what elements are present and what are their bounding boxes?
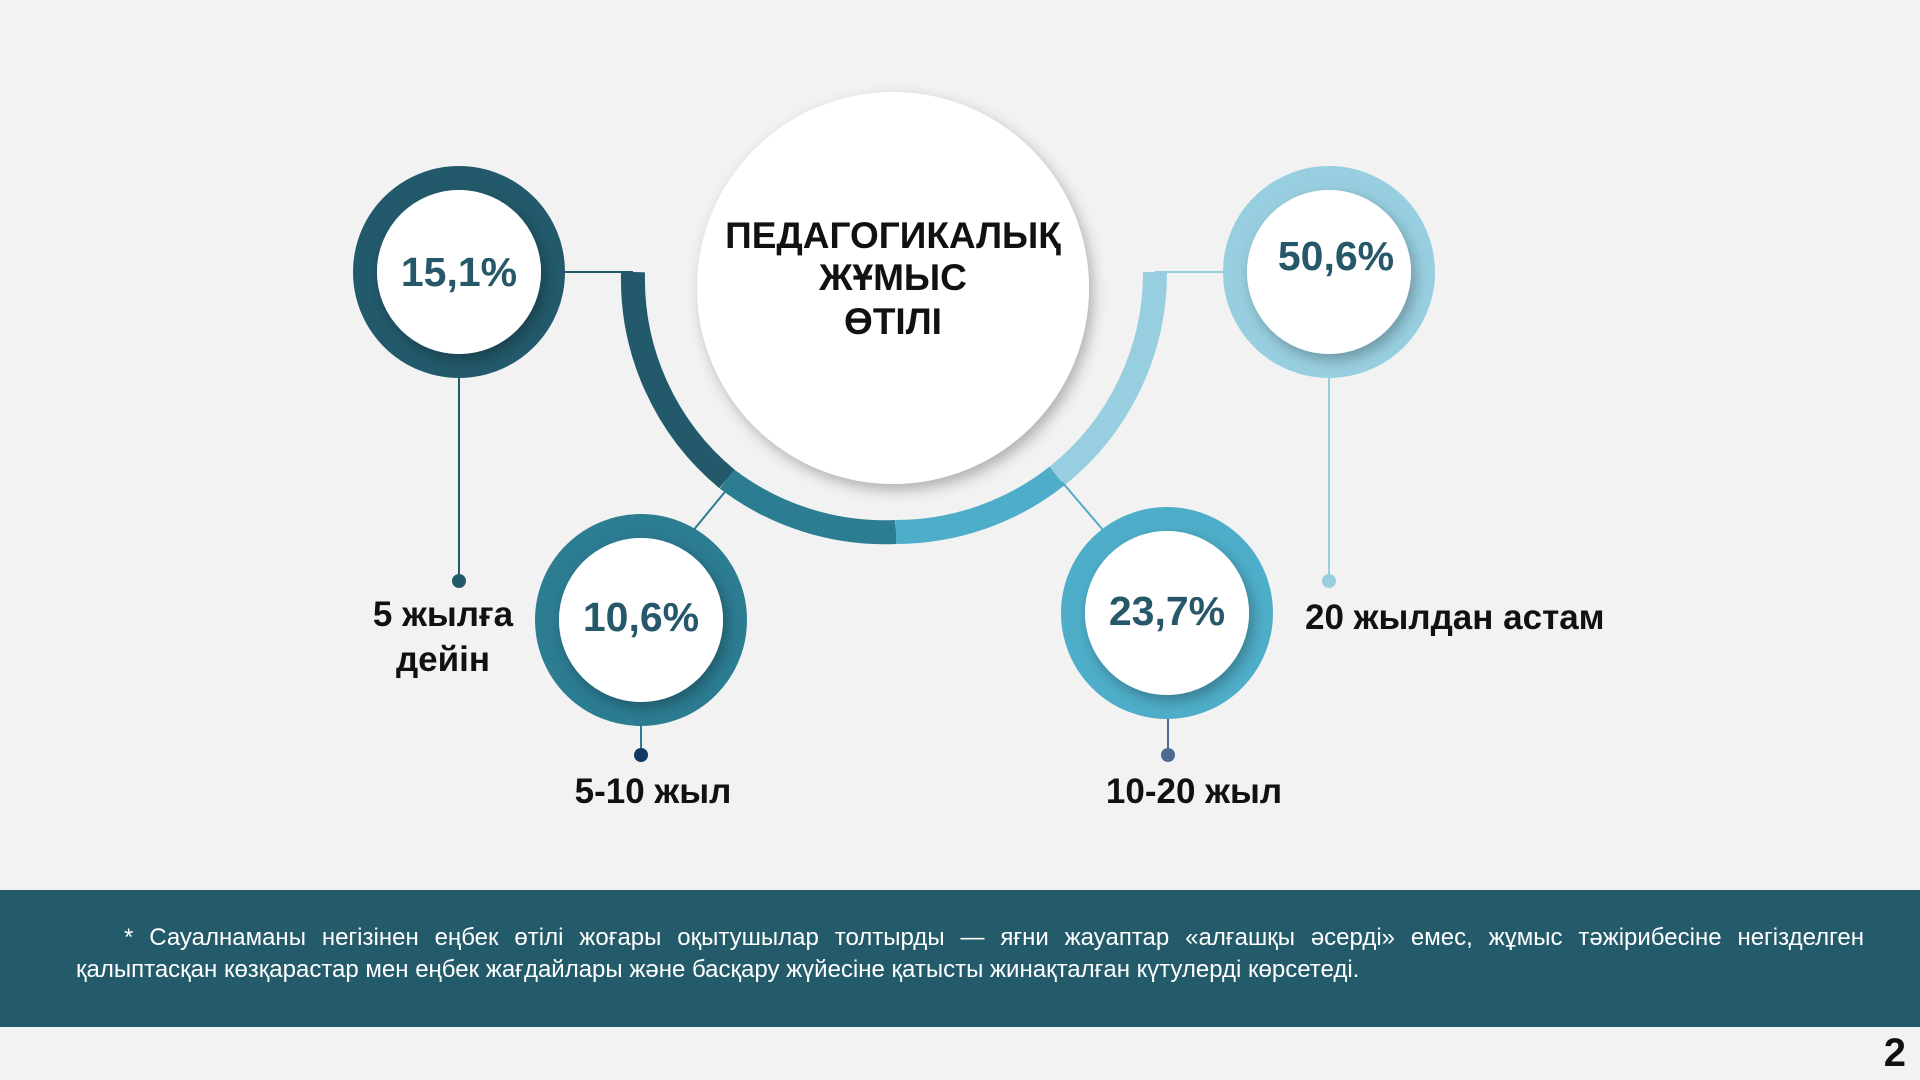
percent-5to10: 10,6% xyxy=(583,594,699,640)
ring-gt20: 50,6% xyxy=(1223,166,1435,378)
footnote-text: * Сауалнаманы негізінен еңбек өтілі жоға… xyxy=(76,924,1864,983)
title-circle: ПЕДАГОГИКАЛЫҚ ЖҰМЫС ӨТІЛІ xyxy=(697,92,1089,484)
connectors xyxy=(452,271,1336,762)
connector-10to20-arc xyxy=(1061,481,1104,531)
page-number: 2 xyxy=(1883,1031,1906,1075)
ring-10to20: 23,7% xyxy=(1061,507,1273,719)
label-5to10: 5-10 жыл xyxy=(575,772,732,811)
experience-arc xyxy=(620,271,1168,545)
percent-10to20: 23,7% xyxy=(1109,588,1225,634)
label-10to20: 10-20 жыл xyxy=(1106,772,1282,811)
arc-segment-gt20 xyxy=(1049,271,1168,486)
title-line-3: ӨТІЛІ xyxy=(844,301,942,342)
dot-10to20 xyxy=(1161,748,1175,762)
label-lt5-line-2: дейін xyxy=(396,640,490,679)
arc-segment-10to20 xyxy=(895,466,1065,544)
label-lt5-line-1: 5 жылға xyxy=(373,595,514,634)
dot-5to10 xyxy=(634,748,648,762)
label-gt20: 20 жылдан астам xyxy=(1305,598,1605,637)
footnote-banner: * Сауалнаманы негізінен еңбек өтілі жоға… xyxy=(0,890,1920,1027)
arc-segment-lt5 xyxy=(620,271,735,489)
ring-lt5: 15,1% xyxy=(353,166,565,378)
title-line-1: ПЕДАГОГИКАЛЫҚ xyxy=(725,215,1061,256)
connector-5to10-arc xyxy=(691,481,734,533)
title-line-2: ЖҰМЫС xyxy=(818,257,967,298)
dot-gt20 xyxy=(1322,574,1336,588)
dot-lt5 xyxy=(452,574,466,588)
percent-gt20: 50,6% xyxy=(1278,233,1394,279)
arc-segment-5to10 xyxy=(719,469,897,545)
percent-lt5: 15,1% xyxy=(401,249,517,295)
ring-5to10: 10,6% xyxy=(535,514,747,726)
